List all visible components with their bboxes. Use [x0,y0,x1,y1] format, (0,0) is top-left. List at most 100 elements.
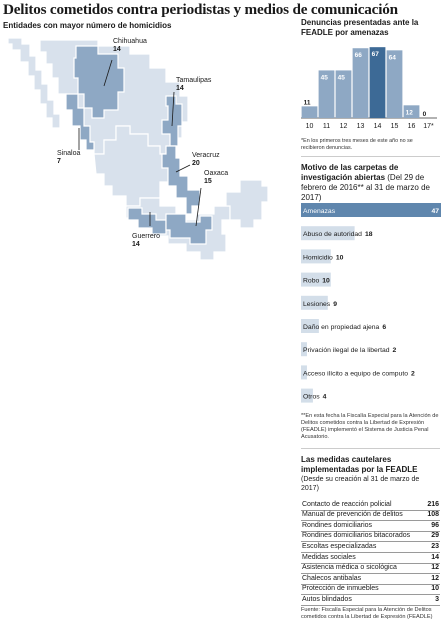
table-row: Medidas sociales 14 [301,552,440,564]
label-value: 15 [204,178,212,185]
table-row: Autos blindados 3 [301,594,440,606]
hbar-value: 6 [382,324,386,331]
label-state: Oaxaca [204,170,229,177]
bar-value-label: 67 [372,51,380,58]
medida-value: 12 [424,573,440,585]
hbar-5 [301,319,319,333]
leader-veracruz [175,164,191,173]
table-row: Asistencia médica o sicológica 12 [301,563,440,575]
yucatan [214,179,269,229]
medidas-header: Las medidas cautelares implementadas por… [301,455,439,493]
bar-12 [335,70,352,118]
hbar-7 [301,365,307,380]
label-value: 14 [132,241,140,248]
medida-value: 29 [424,531,440,543]
table-row: Contacto de reacción policial 216 [301,500,440,511]
label-state: Guerrero [132,233,161,240]
motivos-chart: Amenazas 47 Abuso de autoridad 18 Homicidio 1… [301,203,441,413]
x-tick-label: 15 [391,123,399,130]
hbar-label: Daño en propiedad ajena [303,324,380,331]
denuncias-chart-svg: 11 10 45 11 45 12 66 13 67 14 64 15 12 16 0 17* [301,47,437,130]
state-guerrero [127,207,167,235]
denuncias-heading: Denuncias presentadas ante la FEADLE por… [301,18,419,37]
hbar-2 [301,249,331,264]
medida-value: 10 [424,584,440,596]
x-tick-label: 11 [323,123,330,130]
x-tick-label: 16 [408,123,416,130]
medida-label: Manual de prevención de delitos [301,510,425,522]
hbar-value: 10 [322,278,330,285]
bar-value-label: 45 [321,74,329,81]
map-label-tamaulipas: Tamaulipas 14 [176,77,211,93]
medidas-table-body: Contacto de reacción policial 216 Manual d… [301,500,440,606]
hbar-label: Homicidio [303,254,333,261]
denuncias-footnote: *En los primeros tres meses de este año … [301,138,413,151]
state-sinaloa [65,93,95,151]
medida-value: 96 [424,520,440,532]
hbar-value: 10 [336,254,344,261]
medida-label: Contacto de reacción policial [301,500,425,511]
motivos-footnote: **En esta fecha la Fiscalía Especial par… [301,413,439,440]
leader-tamaulipas [171,91,175,127]
map-label-guerrero: Guerrero 14 [132,233,160,249]
hbar-label: Acceso ilícito a equipo de computo [303,370,408,377]
table-row: Chalecos antibalas 12 [301,573,440,585]
page-title: Delitos cometidos contra periodistas y m… [3,1,398,18]
bar-14 [369,47,386,118]
table-row: Escoltas especializadas 23 [301,541,440,553]
map-label-sinaloa: Sinaloa 7 [57,150,80,166]
source-note: Fuente: Fiscalía Especial para la Atenci… [301,607,433,620]
state-chihuahua [73,45,125,119]
hbar-label: Privación ilegal de la libertad [303,347,390,354]
x-tick-label: 17* [423,123,434,130]
medida-label: Rondines domiciliarios [301,520,425,532]
table-row: Rondines domiciliarios 96 [301,520,440,532]
bar-value-label: 11 [304,99,311,106]
medida-label: Protección de inmuebles [301,584,425,596]
hbar-label: Lesiones [303,301,331,308]
hbar-label: Abuso de autoridad [303,231,362,238]
hbar-8 [301,388,313,403]
x-tick-label: 12 [340,123,348,130]
medida-label: Chalecos antibalas [301,573,425,585]
section-divider [301,448,440,449]
hbar-6 [301,342,307,357]
label-value: 7 [57,158,61,165]
medidas-table: Contacto de reacción policial 216 Manual d… [301,500,440,606]
label-state: Veracruz [192,152,220,159]
table-row: Protección de inmuebles 10 [301,584,440,596]
leader-chihuahua [103,59,113,87]
map-label-chihuahua: Chihuahua 14 [113,38,147,54]
hbar-0 [301,203,441,217]
medidas-heading: Las medidas cautelares implementadas por… [301,455,418,474]
medida-label: Asistencia médica o sicológica [301,563,425,575]
hbar-value: 47 [431,208,439,215]
hbar-3 [301,272,331,287]
label-value: 20 [192,160,200,167]
medida-value: 14 [424,552,440,564]
denuncias-chart: 11 10 45 11 45 12 66 13 67 14 64 15 12 16 0 17* [301,42,437,132]
hbar-value: 2 [411,370,415,377]
bar-13 [352,48,369,118]
medida-label: Medidas sociales [301,552,425,564]
hbar-value: 2 [393,347,397,354]
medida-label: Autos blindados [301,594,425,606]
bar-value-label: 0 [423,111,427,118]
map-label-veracruz: Veracruz 20 [192,152,220,168]
hbar-value: 9 [333,301,337,308]
bar-value-label: 64 [389,54,397,61]
medida-value: 3 [424,594,440,606]
medida-value: 216 [424,500,440,511]
label-state: Tamaulipas [176,77,212,84]
label-value: 14 [176,85,184,92]
state-oaxaca [165,213,213,245]
hbar-1 [301,226,355,241]
motivos-subheading: (Del 29 de febrero de 2016** al 31 de ma… [301,173,430,202]
medida-value: 12 [424,563,440,575]
hbar-value: 18 [365,231,373,238]
hbar-label: Otros [303,394,320,401]
state-veracruz [161,145,201,215]
bar-16 [403,105,420,118]
hbar-label: Amenazas [303,208,336,215]
